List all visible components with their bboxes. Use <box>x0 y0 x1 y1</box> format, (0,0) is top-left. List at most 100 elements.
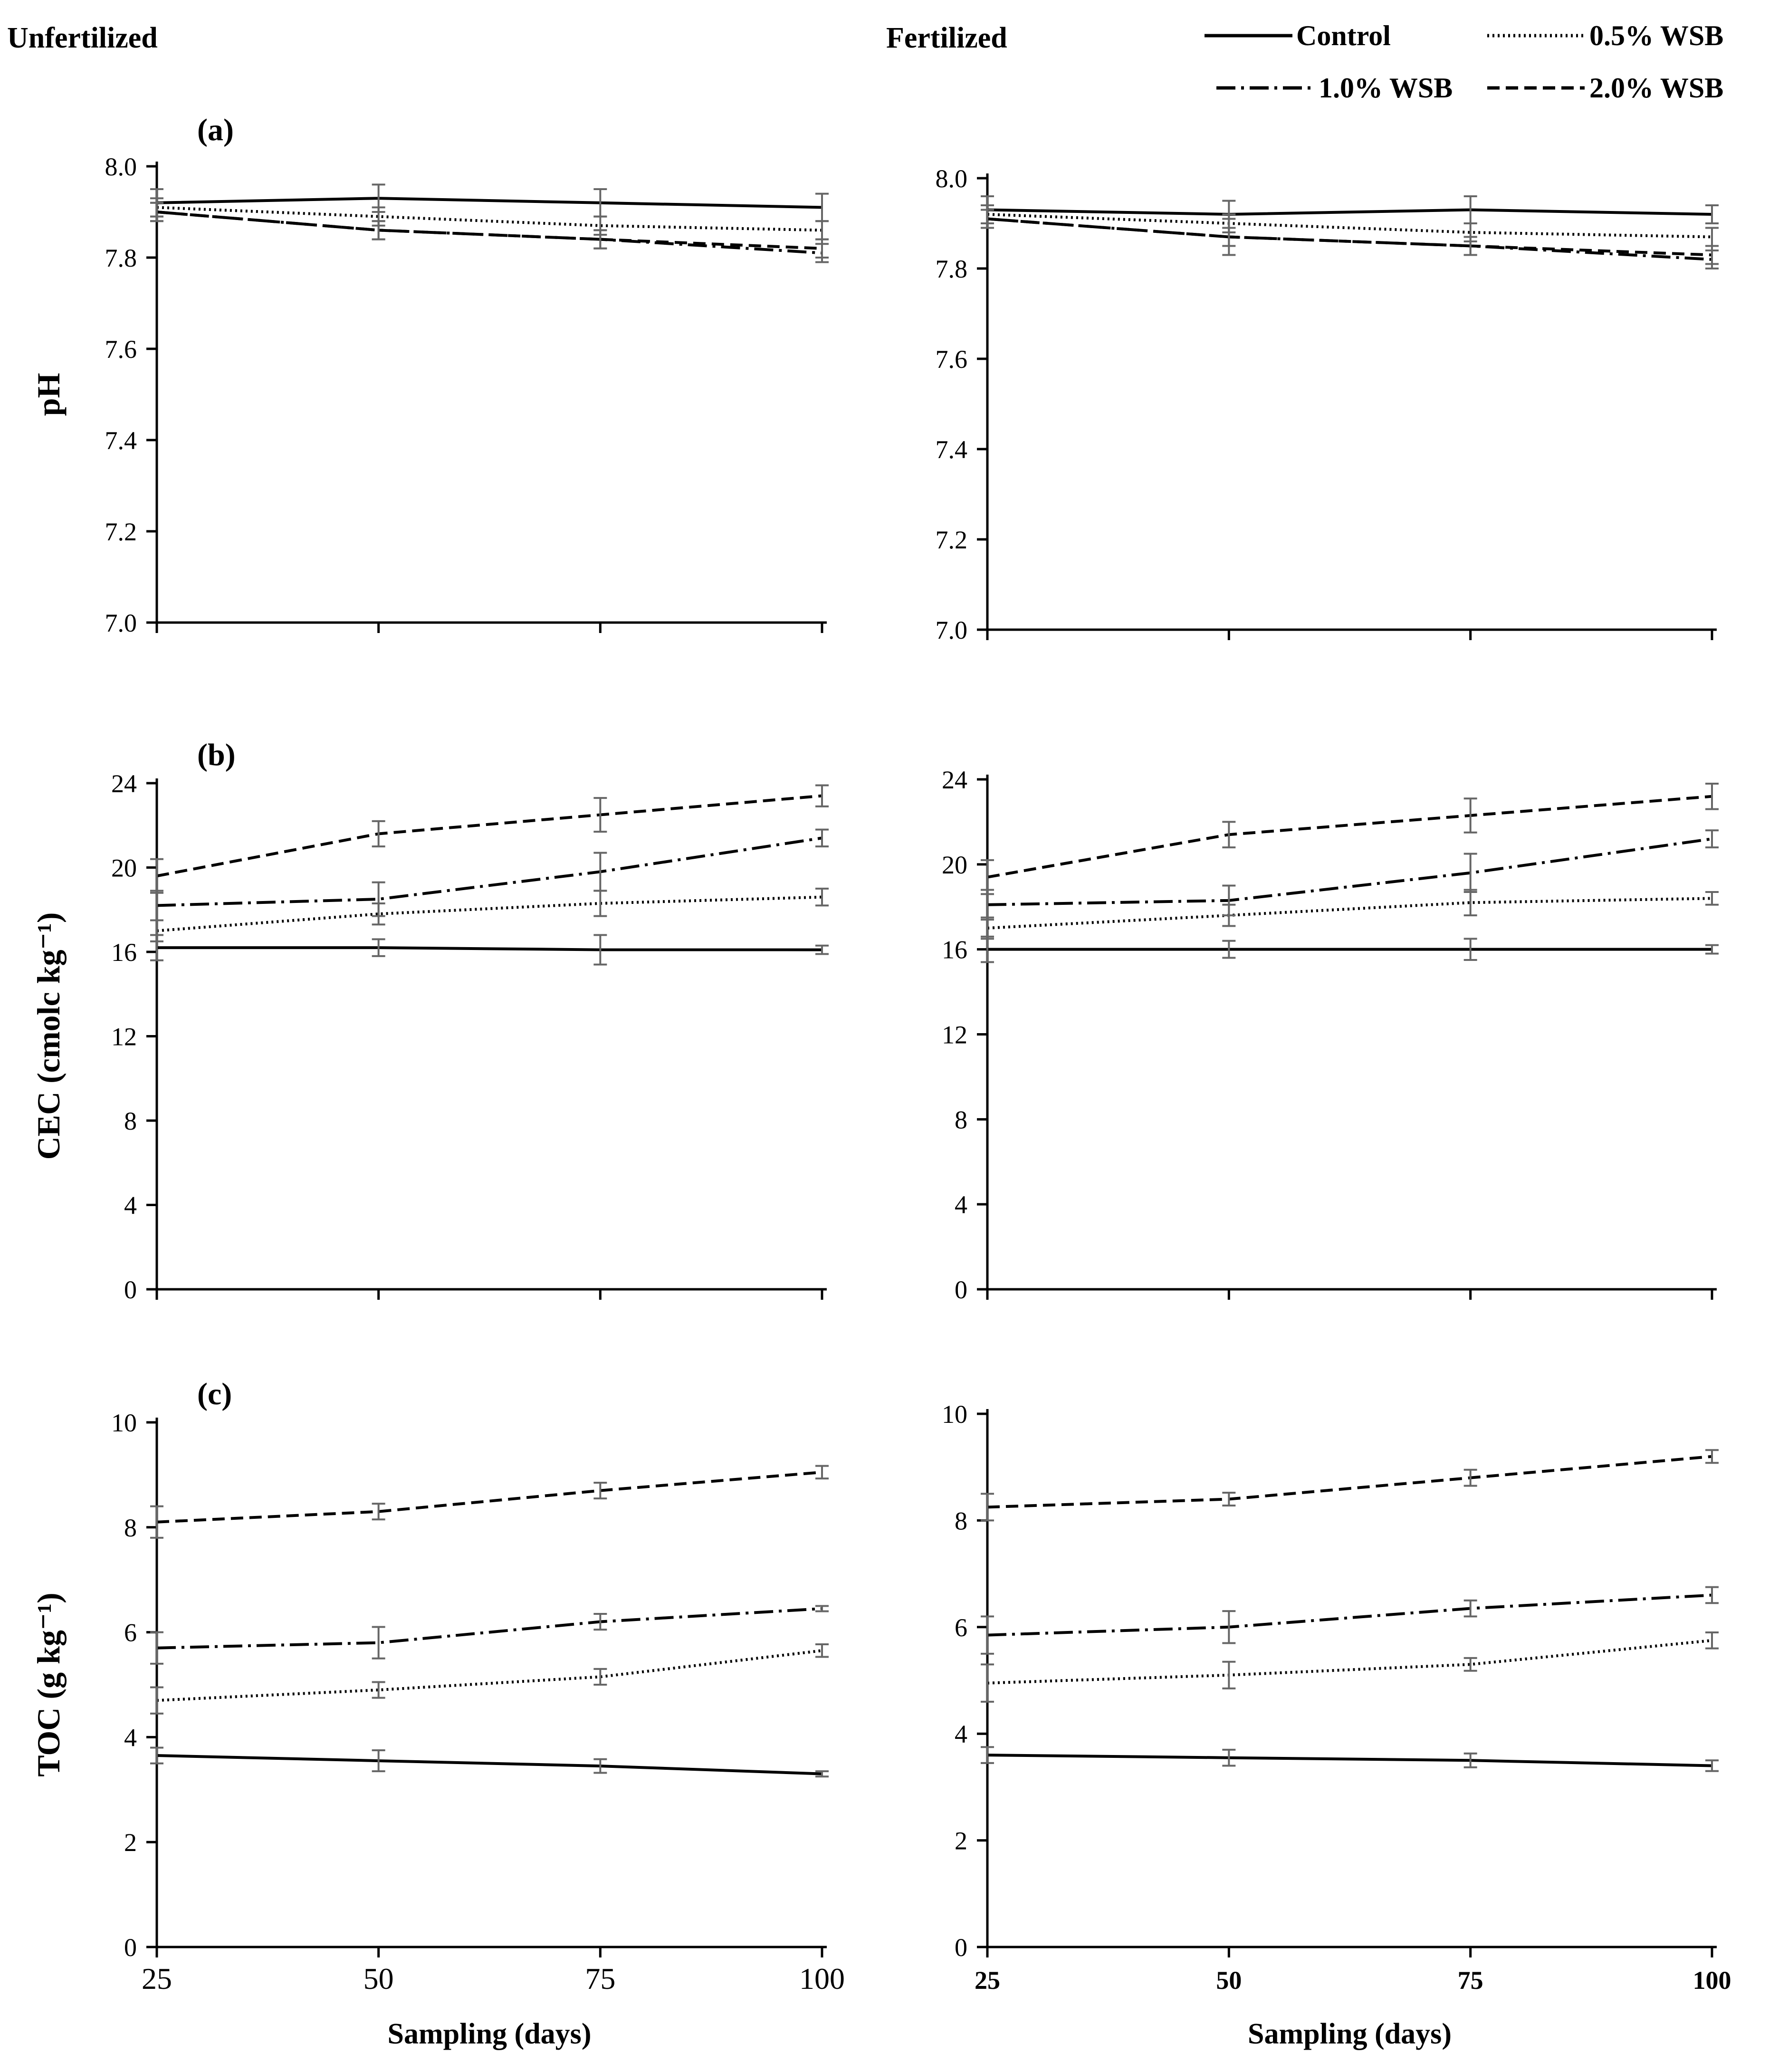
y-tick-label: 7.6 <box>936 345 968 374</box>
series-control <box>150 183 829 222</box>
series-control <box>150 1746 829 1778</box>
x-axis-label: Sampling (days) <box>388 2018 592 2050</box>
y-tick-label: 0 <box>124 1276 137 1304</box>
chart-a-unfertilized: 7.0 7.2 7.4 7.6 7.8 8.0 pH (a) <box>30 113 829 637</box>
y-tick-label: 16 <box>111 938 137 967</box>
series-line-wsb05 <box>987 1639 1712 1685</box>
series-wsb10 <box>981 209 1719 269</box>
y-tick-label: 6 <box>124 1619 137 1647</box>
series-wsb20 <box>150 1465 829 1539</box>
series-control <box>981 1746 1719 1772</box>
series-line-wsb20 <box>987 217 1712 257</box>
series-line-control <box>156 197 822 209</box>
series-control <box>150 934 829 966</box>
y-tick-label: 0 <box>955 1933 967 1962</box>
chart-c-fertilized: 0 2 4 6 8 10 25 50 75 100 Sampling (days) <box>942 1400 1731 2050</box>
series-line-wsb20 <box>156 1470 822 1524</box>
x-tick-label: 25 <box>975 1966 1000 1995</box>
series-line-wsb10 <box>156 836 822 907</box>
series-line-wsb20 <box>987 795 1712 879</box>
y-tick-label: 6 <box>955 1613 967 1642</box>
legend-label-control: Control <box>1296 20 1391 51</box>
series-line-wsb05 <box>987 897 1712 930</box>
series-line-wsb20 <box>156 794 822 878</box>
chart-panels: 7.0 7.2 7.4 7.6 7.8 8.0 pH (a) 7.0 7.2 7.4 7.6 7.8 8.… <box>30 113 1731 2050</box>
y-tick-label: 2 <box>955 1827 967 1855</box>
series-line-wsb20 <box>987 1455 1712 1509</box>
panel-label: (c) <box>197 1377 232 1411</box>
y-tick-label: 4 <box>124 1723 137 1752</box>
panel-label: (b) <box>197 738 236 772</box>
series-wsb05 <box>981 889 1719 940</box>
series-line-wsb20 <box>156 211 822 250</box>
chart-b-fertilized: 0 4 8 12 16 20 24 <box>942 766 1719 1304</box>
x-tick-label: 50 <box>1216 1966 1242 1995</box>
y-tick-label: 8.0 <box>105 153 137 181</box>
y-tick-label: 7.8 <box>936 255 968 283</box>
y-tick-label: 7.8 <box>105 244 137 272</box>
series-wsb20 <box>981 1449 1719 1522</box>
y-tick-label: 8 <box>955 1105 967 1134</box>
series-line-wsb10 <box>987 837 1712 906</box>
x-tick-label: 100 <box>799 1962 845 1995</box>
y-tick-label: 16 <box>942 936 967 964</box>
series-line-control <box>987 208 1712 216</box>
x-tick-label: 25 <box>142 1962 172 1995</box>
y-tick-label: 12 <box>942 1021 967 1049</box>
panel-label: (a) <box>197 113 234 147</box>
y-tick-label: 0 <box>124 1933 137 1962</box>
y-tick-label: 7.2 <box>105 518 137 546</box>
series-line-wsb10 <box>156 211 822 255</box>
y-tick-label: 7.4 <box>105 426 137 455</box>
series-line-wsb05 <box>156 206 822 232</box>
series-wsb20 <box>981 782 1719 895</box>
y-tick-label: 4 <box>955 1190 967 1219</box>
y-tick-label: 8 <box>124 1514 137 1542</box>
y-tick-label: 7.4 <box>936 435 968 464</box>
series-line-control <box>156 1754 822 1775</box>
chart-c-unfertilized: 0 2 4 6 8 10 25 50 75 100 Sampling (days) TOC (g kg… <box>30 1377 845 2050</box>
y-tick-label: 4 <box>955 1720 967 1748</box>
y-tick-label: 12 <box>111 1023 137 1051</box>
legend-label-wsb10: 1.0% WSB <box>1319 72 1453 104</box>
chart-b-unfertilized: 0 4 8 12 16 20 24 CEC (cmolc kg⁻¹) (b) <box>30 738 829 1304</box>
series-line-wsb05 <box>156 1649 822 1702</box>
series-line-wsb10 <box>156 1607 822 1650</box>
series-line-wsb10 <box>987 1593 1712 1637</box>
y-tick-label: 7.0 <box>105 609 137 637</box>
series-wsb20 <box>150 784 829 894</box>
series-line-control <box>157 946 822 951</box>
legend: Control 0.5% WSB 1.0% WSB 2.0% WSB <box>1205 20 1723 104</box>
y-tick-label: 7.0 <box>936 616 968 644</box>
y-tick-label: 0 <box>955 1276 967 1304</box>
series-wsb10 <box>150 828 829 921</box>
y-tick-label: 24 <box>111 769 137 798</box>
y-tick-label: 20 <box>942 851 967 879</box>
series-line-wsb05 <box>987 213 1712 239</box>
y-tick-label: 8 <box>955 1506 967 1535</box>
series-wsb10 <box>981 829 1719 921</box>
x-tick-label: 75 <box>1458 1966 1483 1995</box>
series-line-control <box>987 1754 1712 1767</box>
y-axis-label: TOC (g kg⁻¹) <box>30 1592 67 1777</box>
header-fertilized: Fertilized <box>886 22 1007 54</box>
x-tick-label: 100 <box>1693 1966 1731 1995</box>
series-wsb20 <box>981 209 1719 265</box>
y-axis-label: pH <box>30 373 67 416</box>
y-tick-label: 8.0 <box>936 164 968 193</box>
y-tick-label: 24 <box>942 766 967 794</box>
y-tick-label: 10 <box>942 1400 967 1429</box>
series-wsb10 <box>150 1605 829 1665</box>
y-axis-label: CEC (cmolc kg⁻¹) <box>30 912 67 1160</box>
x-tick-label: 75 <box>585 1962 615 1995</box>
legend-label-wsb20: 2.0% WSB <box>1589 72 1723 104</box>
series-wsb20 <box>150 201 829 259</box>
x-tick-label: 50 <box>363 1962 394 1995</box>
series-line-wsb10 <box>987 217 1712 261</box>
y-tick-label: 4 <box>124 1191 137 1220</box>
y-tick-label: 7.6 <box>105 335 137 364</box>
y-tick-label: 7.2 <box>936 526 968 554</box>
y-tick-label: 20 <box>111 854 137 883</box>
y-tick-label: 10 <box>111 1409 137 1437</box>
